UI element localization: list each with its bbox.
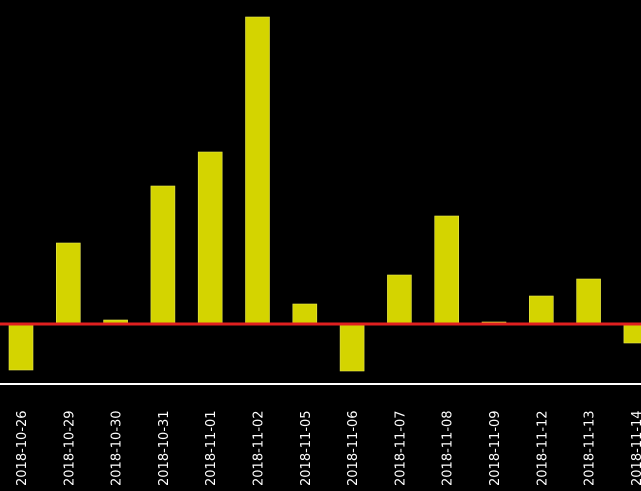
x-tick-label: 2018-10-31 xyxy=(157,410,172,486)
bar-2018-11-02 xyxy=(245,16,270,325)
bar-2018-11-12 xyxy=(528,295,554,325)
x-tick-label: 2018-11-06 xyxy=(346,410,361,486)
x-tick-label: 2018-11-09 xyxy=(488,410,503,486)
x-tick-label: 2018-11-07 xyxy=(393,410,408,486)
bar-2018-11-13 xyxy=(576,278,601,325)
x-tick-label: 2018-11-13 xyxy=(583,410,598,486)
bar-2018-10-26 xyxy=(8,323,34,371)
x-tick-label: 2018-10-26 xyxy=(15,410,30,486)
x-tick-label: 2018-11-02 xyxy=(252,410,267,486)
bar-2018-10-29 xyxy=(55,242,81,325)
bars-group xyxy=(8,16,641,372)
x-tick-label: 2018-10-30 xyxy=(110,410,125,486)
x-tick-label: 2018-11-12 xyxy=(535,410,550,486)
x-tick-labels: 2018-10-26 2018-10-29 2018-10-30 2018-10-31… xyxy=(15,410,641,486)
x-tick-label: 2018-11-14 xyxy=(630,410,641,486)
bar-2018-11-07 xyxy=(387,274,412,325)
bar-2018-11-14 xyxy=(623,323,641,344)
bar-2018-10-31 xyxy=(150,185,176,325)
bar-2018-11-06 xyxy=(339,323,365,372)
x-tick-label: 2018-11-05 xyxy=(299,410,314,486)
bar-2018-11-01 xyxy=(197,151,223,325)
bar-2018-11-05 xyxy=(292,303,318,325)
bar-2018-11-08 xyxy=(434,215,460,325)
x-tick-label: 2018-11-08 xyxy=(441,410,456,486)
x-tick-label: 2018-11-01 xyxy=(204,410,219,486)
x-tick-label: 2018-10-29 xyxy=(62,410,77,486)
